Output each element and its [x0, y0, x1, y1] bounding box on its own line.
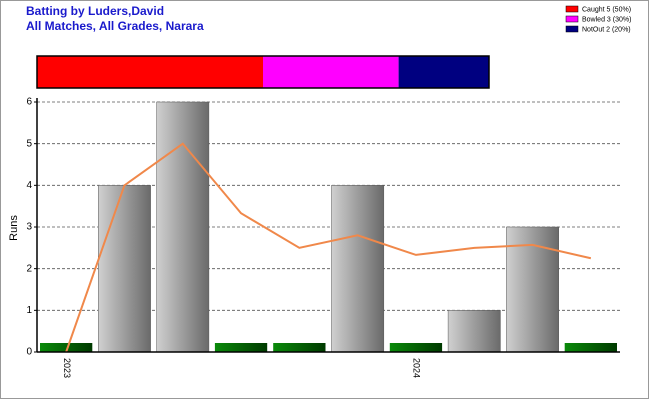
- legend-label: Caught 5 (50%): [582, 6, 631, 13]
- y-tick-label: 4: [26, 180, 32, 191]
- y-tick-label: 5: [26, 138, 32, 149]
- legend-label: NotOut 2 (20%): [582, 26, 631, 33]
- legend-swatch: [565, 5, 579, 13]
- chart-subtitle: All Matches, All Grades, Narara: [26, 19, 204, 33]
- y-tick-label: 3: [26, 222, 32, 233]
- bar: [506, 226, 559, 353]
- bar-zero: [40, 343, 93, 352]
- y-tick-label: 2: [26, 263, 32, 274]
- dismissal-segment: [37, 56, 263, 88]
- y-axis-label: Runs: [8, 215, 20, 241]
- x-tick-label: 2023: [62, 358, 72, 378]
- legend-swatch: [565, 25, 579, 33]
- dismissal-segment: [263, 56, 399, 88]
- legend-label: Bowled 3 (30%): [582, 16, 631, 23]
- dismissal-strip-border: [36, 55, 490, 89]
- dismissal-segment: [398, 56, 489, 88]
- bar: [447, 310, 501, 353]
- bar: [156, 101, 210, 353]
- bar: [98, 185, 151, 353]
- x-tick-label: 2024: [412, 358, 422, 378]
- y-tick-label: 0: [26, 347, 32, 358]
- bar-zero: [214, 343, 268, 352]
- y-tick-label: 1: [26, 305, 32, 316]
- legend-swatch: [565, 15, 579, 23]
- average-line: [65, 142, 592, 353]
- bar-zero: [564, 343, 617, 352]
- bar-zero: [273, 343, 326, 352]
- bar: [331, 185, 385, 353]
- bar-zero: [389, 343, 443, 352]
- chart-title: Batting by Luders,David: [26, 4, 164, 18]
- y-tick-label: 6: [26, 97, 32, 108]
